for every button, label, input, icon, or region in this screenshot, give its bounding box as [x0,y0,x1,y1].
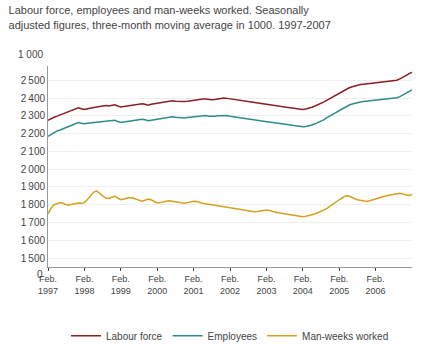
svg-text:Feb.1998: Feb.1998 [74,274,94,296]
svg-text:1 900: 1 900 [21,181,46,192]
svg-text:Feb.2005: Feb.2005 [329,274,349,296]
svg-text:2 400: 2 400 [21,93,46,104]
svg-text:Feb.2006: Feb.2006 [366,274,386,296]
svg-text:1 700: 1 700 [21,217,46,228]
svg-text:2 100: 2 100 [21,146,46,157]
svg-text:Feb.2000: Feb.2000 [147,274,167,296]
svg-text:Feb.2001: Feb.2001 [184,274,204,296]
svg-text:Labour force, employees and ma: Labour force, employees and man-weeks wo… [9,4,331,30]
svg-text:Employees: Employees [208,331,257,342]
svg-text:Feb.2003: Feb.2003 [256,274,276,296]
svg-text:1 600: 1 600 [21,235,46,246]
svg-text:2 300: 2 300 [21,110,46,121]
svg-text:1 800: 1 800 [21,199,46,210]
svg-text:Feb.2004: Feb.2004 [293,274,313,296]
svg-text:0: 0 [37,269,43,280]
svg-text:Man-weeks worked: Man-weeks worked [302,331,388,342]
svg-text:1 000: 1 000 [18,49,43,60]
svg-text:2 200: 2 200 [21,128,46,139]
svg-text:2 000: 2 000 [21,164,46,175]
svg-text:Feb.2002: Feb.2002 [220,274,240,296]
svg-text:Feb.1997: Feb.1997 [38,274,58,296]
svg-text:Feb.1999: Feb.1999 [111,274,131,296]
svg-text:1 500: 1 500 [21,253,46,264]
svg-text:2 500: 2 500 [21,75,46,86]
svg-text:Labour force: Labour force [106,331,163,342]
